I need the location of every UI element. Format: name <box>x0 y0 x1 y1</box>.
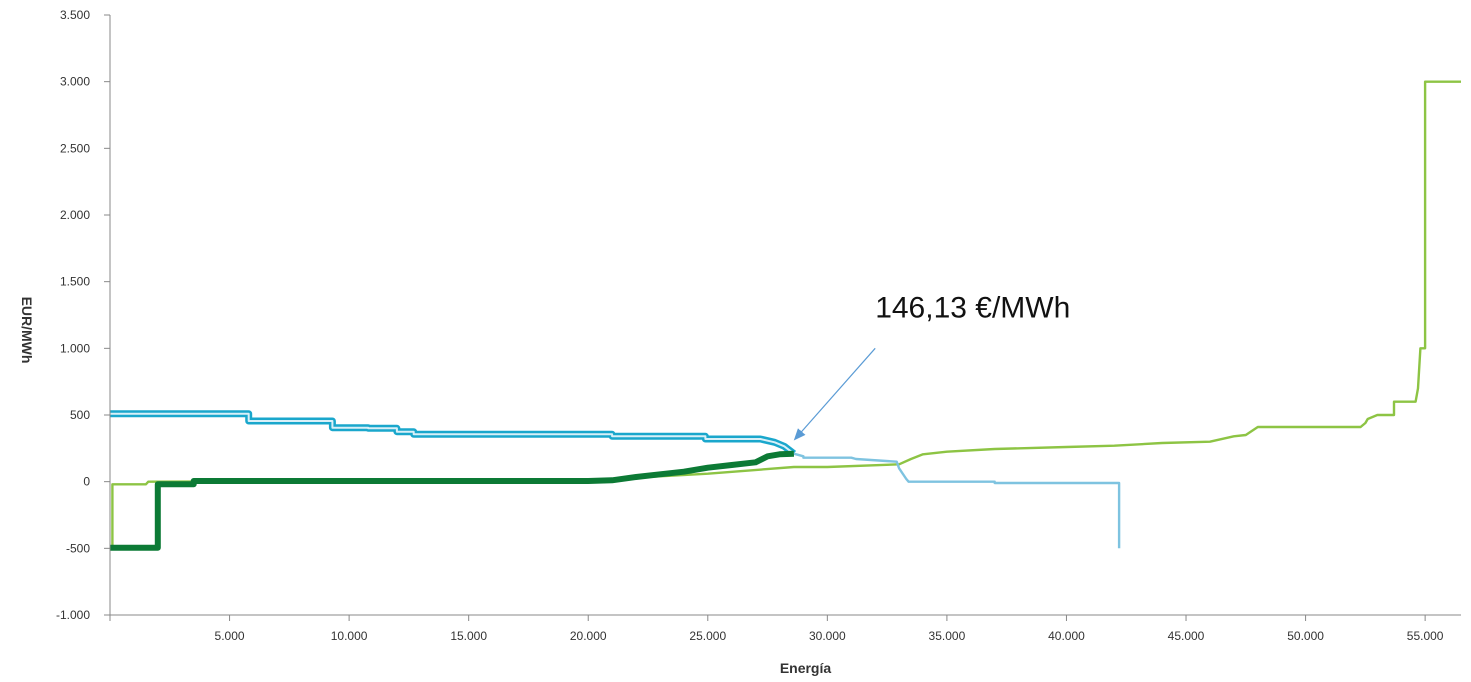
x-tick-label: 50.000 <box>1287 629 1324 643</box>
plot-area <box>110 80 1461 551</box>
y-tick-label: -500 <box>66 541 90 555</box>
y-tick-label: 500 <box>70 408 90 422</box>
annotation: 146,13 €/MWh <box>793 292 1070 441</box>
axes: Energía EUR/MWh -1.000 -500 0 500 1.000 1.500… <box>19 8 1461 676</box>
y-tick-label: 0 <box>83 475 90 489</box>
x-tick-label: 30.000 <box>809 629 846 643</box>
series-line-2 <box>110 450 795 551</box>
annotation-label: 146,13 €/MWh <box>875 292 1070 325</box>
y-axis-title: EUR/MWh <box>19 297 35 364</box>
x-tick-label: 25.000 <box>689 629 726 643</box>
x-tick-label: 20.000 <box>570 629 607 643</box>
x-axis-title: Energía <box>780 660 832 676</box>
x-tick-label: 5.000 <box>215 629 245 643</box>
series-line-1 <box>793 452 1121 549</box>
y-tick-label: -1.000 <box>56 608 90 622</box>
series-line-0-inner <box>110 412 795 455</box>
annotation-arrow <box>793 347 876 441</box>
x-tick-label: 40.000 <box>1048 629 1085 643</box>
y-tick-label: 3.000 <box>60 75 90 89</box>
x-tick-label: 35.000 <box>929 629 966 643</box>
y-tick-label: 3.500 <box>60 8 90 22</box>
x-tick-label: 15.000 <box>450 629 487 643</box>
x-tick-label: 45.000 <box>1168 629 1205 643</box>
y-tick-label: 2.000 <box>60 208 90 222</box>
y-tick-label: 1.000 <box>60 341 90 355</box>
y-tick-label: 2.500 <box>60 141 90 155</box>
y-tick-label: 1.500 <box>60 275 90 289</box>
x-tick-label: 10.000 <box>331 629 368 643</box>
x-tick-label: 55.000 <box>1407 629 1444 643</box>
